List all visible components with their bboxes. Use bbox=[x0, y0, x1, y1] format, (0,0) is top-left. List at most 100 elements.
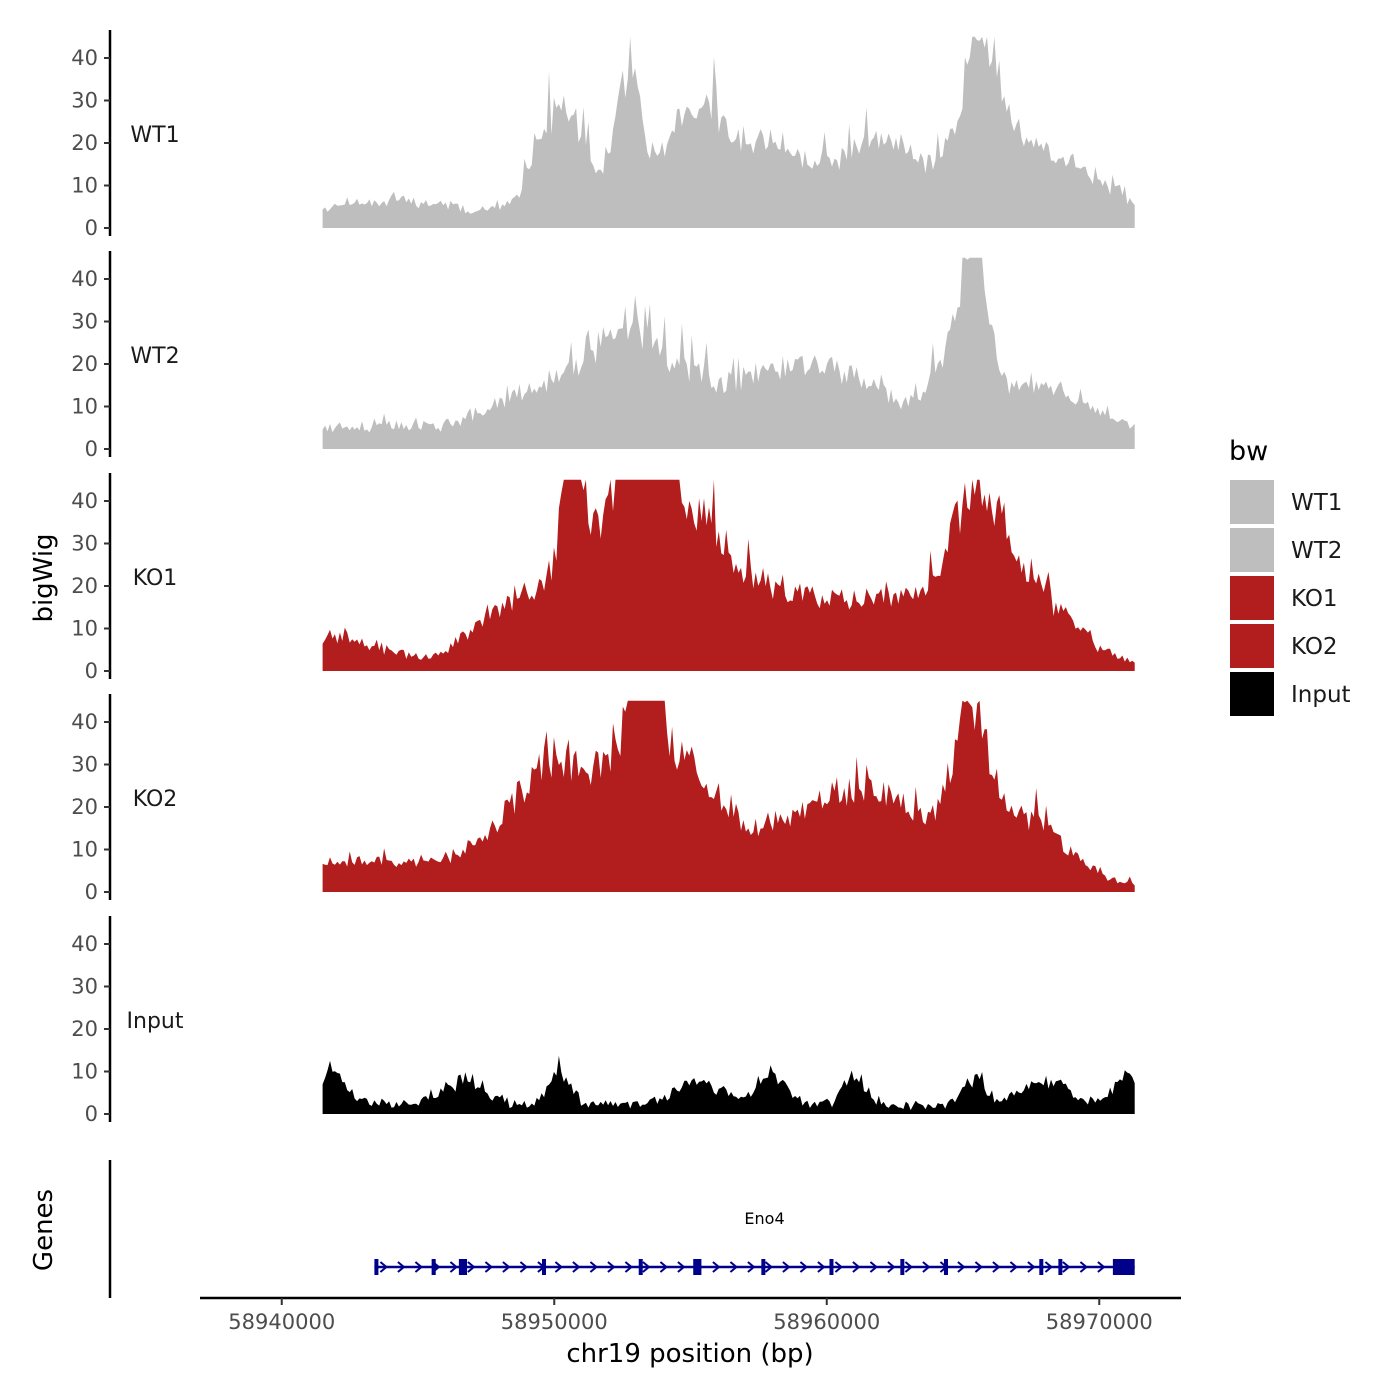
gene-exon bbox=[638, 1259, 643, 1275]
track-label-ko1: KO1 bbox=[133, 566, 178, 591]
y-tick-label: 30 bbox=[71, 310, 98, 334]
legend-entry-wt2: WT2 bbox=[1230, 528, 1342, 572]
strand-arrow bbox=[764, 1261, 773, 1273]
gene-exon bbox=[829, 1259, 834, 1275]
strand-arrow bbox=[852, 1261, 861, 1273]
strand-arrow bbox=[1079, 1261, 1088, 1273]
bigwig-tracks: 0 10 20 30 40 WT1 0 10 20 30 40 WT2 0 10 20 30 40 KO1 0 10 2… bbox=[71, 30, 1135, 1126]
strand-arrow bbox=[747, 1261, 756, 1273]
y-tick-label: 10 bbox=[71, 1060, 98, 1084]
gene-exon bbox=[1039, 1259, 1044, 1275]
y-tick-label: 10 bbox=[71, 174, 98, 198]
y-tick-label: 40 bbox=[71, 267, 98, 291]
legend-entry-ko1: KO1 bbox=[1230, 576, 1338, 620]
track-ko1: 0 10 20 30 40 KO1 bbox=[71, 473, 1135, 683]
strand-arrow bbox=[782, 1261, 791, 1273]
legend-label: KO2 bbox=[1291, 634, 1338, 660]
strand-arrow bbox=[904, 1261, 913, 1273]
y-tick-label: 20 bbox=[71, 574, 98, 598]
x-tick-label: 58940000 bbox=[228, 1310, 335, 1334]
strand-arrow bbox=[449, 1261, 458, 1273]
strand-arrow bbox=[379, 1261, 388, 1273]
legend-entry-input: Input bbox=[1230, 672, 1351, 716]
strand-arrow bbox=[869, 1261, 878, 1273]
coverage-area-ko2 bbox=[322, 700, 1135, 892]
y-tick-label: 30 bbox=[71, 975, 98, 999]
gene-exon bbox=[431, 1259, 436, 1275]
y-axis-title: bigWig bbox=[29, 533, 59, 622]
genes-axis-title: Genes bbox=[29, 1189, 59, 1271]
gene-eno4: Eno4 bbox=[374, 1209, 1135, 1275]
strand-arrow bbox=[887, 1261, 896, 1273]
x-axis-title: chr19 position (bp) bbox=[566, 1339, 813, 1369]
strand-arrow bbox=[414, 1261, 423, 1273]
strand-arrow bbox=[554, 1261, 563, 1273]
strand-arrow bbox=[974, 1261, 983, 1273]
legend: WT1 WT2 KO1 KO2 Input bbox=[1230, 480, 1351, 716]
strand-arrow bbox=[607, 1261, 616, 1273]
strand-arrow bbox=[712, 1261, 721, 1273]
y-tick-label: 0 bbox=[85, 880, 98, 904]
legend-title: bw bbox=[1229, 436, 1268, 467]
legend-entry-wt1: WT1 bbox=[1230, 480, 1342, 524]
strand-arrow bbox=[1009, 1261, 1018, 1273]
y-tick-label: 10 bbox=[71, 838, 98, 862]
strand-arrow bbox=[817, 1261, 826, 1273]
strand-arrow bbox=[677, 1261, 686, 1273]
y-tick-label: 30 bbox=[71, 532, 98, 556]
strand-arrow bbox=[502, 1261, 511, 1273]
strand-arrow bbox=[992, 1261, 1001, 1273]
strand-arrow bbox=[729, 1261, 738, 1273]
track-label-wt1: WT1 bbox=[130, 123, 179, 148]
strand-arrow bbox=[642, 1261, 651, 1273]
legend-entry-ko2: KO2 bbox=[1230, 624, 1338, 668]
y-tick-label: 0 bbox=[85, 1102, 98, 1126]
legend-swatch bbox=[1230, 672, 1274, 716]
legend-swatch bbox=[1230, 624, 1274, 668]
legend-label: KO1 bbox=[1291, 586, 1338, 612]
gene-exon bbox=[943, 1259, 949, 1275]
strand-arrow bbox=[957, 1261, 966, 1273]
x-axis: 58940000 58950000 58960000 58970000 bbox=[200, 1296, 1181, 1334]
strand-arrow bbox=[1062, 1261, 1071, 1273]
y-tick-label: 20 bbox=[71, 131, 98, 155]
y-tick-label: 40 bbox=[71, 932, 98, 956]
legend-label: WT1 bbox=[1291, 490, 1342, 516]
y-tick-label: 20 bbox=[71, 352, 98, 376]
legend-swatch bbox=[1230, 480, 1274, 524]
coverage-area-wt1 bbox=[322, 36, 1135, 228]
track-ko2: 0 10 20 30 40 KO2 bbox=[71, 694, 1135, 904]
track-wt1: 0 10 20 30 40 WT1 bbox=[71, 30, 1135, 240]
y-tick-label: 10 bbox=[71, 395, 98, 419]
y-tick-label: 0 bbox=[85, 437, 98, 461]
gene-exon bbox=[1112, 1259, 1135, 1275]
y-tick-label: 40 bbox=[71, 489, 98, 513]
strand-arrow bbox=[799, 1261, 808, 1273]
strand-arrow bbox=[484, 1261, 493, 1273]
gene-exon bbox=[458, 1259, 468, 1275]
y-tick-label: 0 bbox=[85, 216, 98, 240]
strand-arrow bbox=[589, 1261, 598, 1273]
coverage-area-input bbox=[322, 1055, 1135, 1114]
strand-arrow bbox=[397, 1261, 406, 1273]
strand-arrow bbox=[834, 1261, 843, 1273]
gene-exon bbox=[693, 1259, 702, 1275]
strand-arrow bbox=[519, 1261, 528, 1273]
y-tick-label: 0 bbox=[85, 659, 98, 683]
gene-label: Eno4 bbox=[744, 1209, 784, 1228]
y-tick-label: 40 bbox=[71, 710, 98, 734]
strand-arrow bbox=[1027, 1261, 1036, 1273]
y-tick-label: 10 bbox=[71, 617, 98, 641]
x-tick-label: 58960000 bbox=[773, 1310, 880, 1334]
y-tick-label: 40 bbox=[71, 46, 98, 70]
legend-swatch bbox=[1230, 576, 1274, 620]
legend-label: WT2 bbox=[1291, 538, 1342, 564]
coverage-area-ko1 bbox=[322, 479, 1135, 671]
strand-arrow bbox=[572, 1261, 581, 1273]
track-label-wt2: WT2 bbox=[130, 344, 179, 369]
strand-arrow bbox=[624, 1261, 633, 1273]
strand-arrow bbox=[1097, 1261, 1106, 1273]
gene-exon bbox=[541, 1259, 546, 1275]
y-tick-label: 20 bbox=[71, 1017, 98, 1041]
